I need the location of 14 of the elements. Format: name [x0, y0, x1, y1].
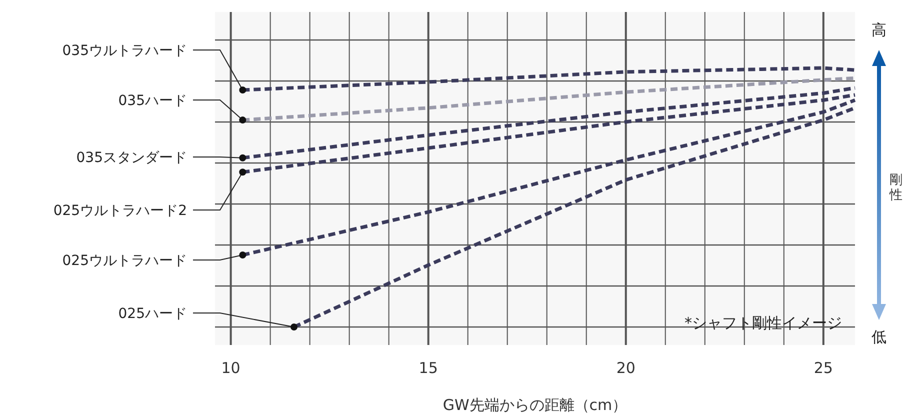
text: 025ハード: [118, 306, 187, 322]
text: 035ウルトラハード: [62, 43, 187, 59]
text: 035スタンダード: [76, 150, 187, 166]
text: 035ハード: [118, 93, 187, 109]
x-tick-label: 10: [221, 359, 240, 377]
x-axis-title: GW先端からの距離（cm）: [442, 396, 628, 414]
text: 低: [872, 328, 886, 346]
y-axis-title: 剛性: [888, 173, 902, 203]
text: 高: [872, 21, 886, 39]
x-tick-label: 25: [814, 359, 833, 377]
text: 025ウルトラハード: [62, 253, 187, 269]
text: 025ウルトラハード2: [53, 203, 187, 219]
x-tick-label: 15: [418, 359, 438, 377]
x-tick-label: 20: [616, 359, 636, 377]
